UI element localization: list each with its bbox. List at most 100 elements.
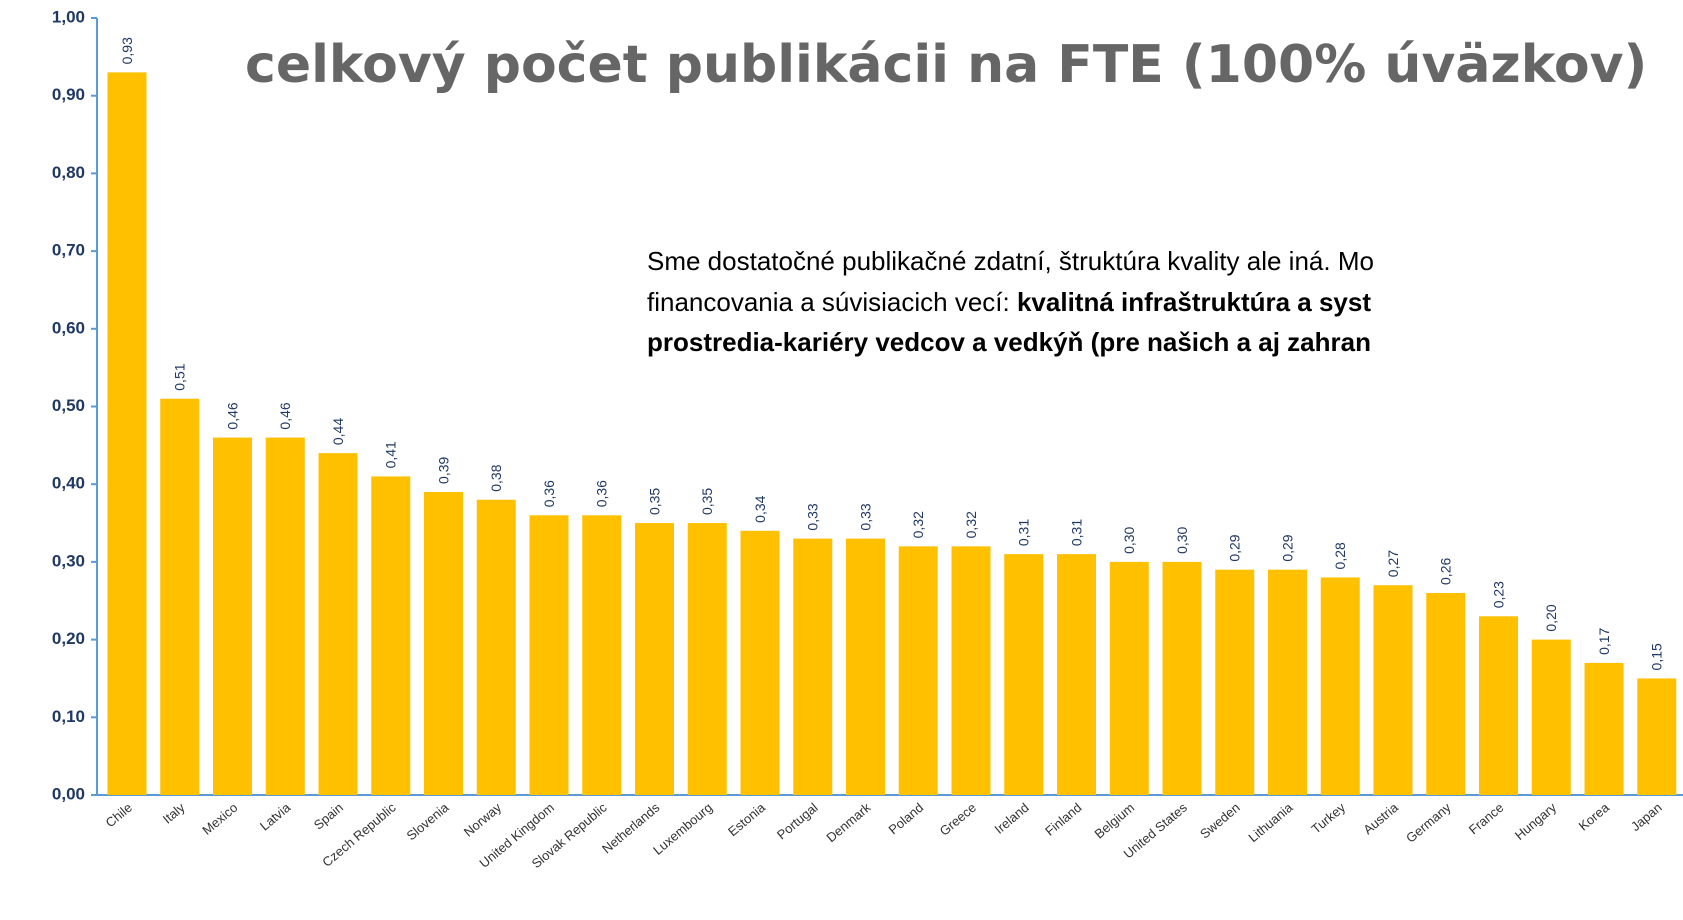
bar	[687, 523, 727, 795]
value-label: 0,30	[1174, 526, 1190, 553]
bar	[1162, 561, 1202, 795]
bar	[318, 453, 358, 795]
bar	[1479, 616, 1518, 795]
x-tick-label: Ireland	[992, 800, 1032, 837]
chart-title: celkový počet publikácii na FTE (100% úv…	[245, 35, 1647, 95]
value-label: 0,30	[1121, 526, 1137, 553]
value-label: 0,36	[541, 480, 557, 507]
value-label: 0,35	[647, 488, 663, 515]
value-label: 0,46	[277, 402, 293, 429]
bar	[740, 530, 780, 795]
x-tick-label: Sweden	[1197, 800, 1243, 842]
x-tick-label: Belgium	[1092, 800, 1138, 842]
x-tick-label: Spain	[311, 800, 346, 833]
x-tick-label: Chile	[103, 800, 135, 831]
annotation: prostredia-kariéry vedcov a vedkýň (pre …	[647, 327, 1371, 357]
value-label: 0,39	[436, 457, 452, 484]
x-tick-label: Mexico	[199, 800, 240, 838]
annotation: Sme dostatočné publikačné zdatní, štrukt…	[647, 246, 1374, 276]
bar	[951, 546, 991, 795]
value-label: 0,34	[752, 495, 768, 522]
bar	[107, 72, 147, 795]
value-label: 0,35	[699, 488, 715, 515]
value-label: 0,46	[225, 402, 241, 429]
value-label: 0,26	[1438, 558, 1454, 585]
bar	[1373, 585, 1413, 795]
bar	[898, 546, 938, 795]
bar	[1531, 639, 1571, 795]
x-tick-label: France	[1466, 800, 1507, 838]
y-tick-label: 0,20	[52, 629, 85, 648]
value-label: 0,93	[119, 37, 135, 64]
x-tick-label: Hungary	[1512, 799, 1560, 842]
bar	[1057, 554, 1096, 795]
value-label: 0,31	[1016, 519, 1032, 546]
y-tick-label: 0,90	[52, 85, 85, 104]
bar	[1584, 662, 1624, 795]
bar	[582, 515, 622, 795]
value-label: 0,41	[383, 441, 399, 468]
x-tick-label: Germany	[1403, 799, 1454, 845]
bar	[846, 538, 885, 795]
x-tick-label: Japan	[1628, 800, 1665, 834]
value-label: 0,17	[1596, 627, 1612, 654]
y-tick-label: 0,50	[52, 396, 85, 415]
bar	[1426, 592, 1466, 795]
bar	[476, 499, 516, 795]
x-tick-label: Poland	[886, 800, 927, 838]
x-tick-label: Denmark	[823, 799, 873, 845]
value-label: 0,32	[910, 511, 926, 538]
y-tick-label: 0,80	[52, 163, 85, 182]
annotation-part: kvalitná infraštruktúra a syst	[1017, 287, 1371, 317]
value-label: 0,51	[172, 363, 188, 390]
x-tick-label: Greece	[937, 800, 979, 839]
x-tick-label: Slovenia	[404, 799, 452, 843]
x-tick-label: Norway	[461, 799, 505, 839]
x-tick-label: Latvia	[257, 799, 294, 833]
x-tick-label: Estonia	[725, 799, 768, 839]
value-label: 0,28	[1332, 542, 1348, 569]
value-label: 0,38	[488, 464, 504, 491]
annotation-part: financovania a súvisiacich vecí:	[647, 287, 1017, 317]
x-tick-label: Korea	[1576, 799, 1613, 833]
value-label: 0,15	[1649, 643, 1665, 670]
bar	[1215, 569, 1255, 795]
y-tick-label: 0,40	[52, 474, 85, 493]
value-label: 0,29	[1227, 534, 1243, 561]
value-label: 0,20	[1543, 604, 1559, 631]
value-label: 0,44	[330, 418, 346, 445]
x-tick-label: Austria	[1360, 799, 1401, 837]
bar	[793, 538, 833, 795]
value-label: 0,27	[1385, 550, 1401, 577]
y-tick-label: 0,60	[52, 318, 85, 337]
value-label: 0,31	[1069, 519, 1085, 546]
bar	[1004, 554, 1044, 795]
bar	[371, 476, 411, 795]
value-label: 0,36	[594, 480, 610, 507]
y-tick-label: 0,10	[52, 707, 85, 726]
bar	[265, 437, 305, 795]
bar	[213, 437, 252, 795]
x-tick-label: Portugal	[774, 800, 821, 843]
y-tick-label: 0,30	[52, 551, 85, 570]
bar	[160, 398, 200, 795]
bar	[424, 491, 463, 795]
bar	[1109, 561, 1149, 795]
x-tick-label: Finland	[1042, 800, 1084, 839]
x-tick-label: Lithuania	[1245, 799, 1296, 845]
bar	[1320, 577, 1360, 795]
value-label: 0,32	[963, 511, 979, 538]
y-tick-label: 1,00	[52, 7, 85, 26]
x-tick-label: Italy	[160, 799, 188, 826]
bar	[529, 515, 569, 795]
bar	[1637, 678, 1677, 795]
annotation: financovania a súvisiacich vecí: kvalitn…	[647, 287, 1371, 317]
value-label: 0,29	[1280, 534, 1296, 561]
value-label: 0,33	[805, 503, 821, 530]
value-label: 0,23	[1491, 581, 1507, 608]
y-tick-label: 0,70	[52, 241, 85, 260]
value-label: 0,33	[858, 503, 874, 530]
y-tick-label: 0,00	[52, 784, 85, 803]
x-tick-label: Turkey	[1308, 799, 1348, 836]
